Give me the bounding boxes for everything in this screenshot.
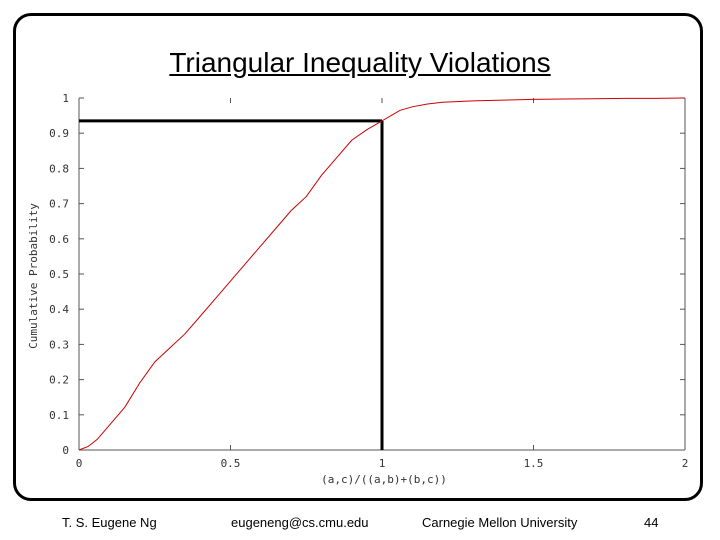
slide-title: Triangular Inequality Violations <box>169 47 551 78</box>
y-tick-label: 0.3 <box>49 338 69 351</box>
chart-ticks: 0 0.1 0.2 0.3 0.4 0.5 0.6 0.7 0.8 0.9 1 0 0.5 1 1.5 2 <box>49 92 688 470</box>
footer-page-number: 44 <box>644 515 659 530</box>
y-tick-label: 0.5 <box>49 268 69 281</box>
y-tick-label: 0.6 <box>49 233 69 246</box>
y-tick-label: 0.8 <box>49 162 69 175</box>
x-tick-label: 1 <box>379 457 386 470</box>
y-tick-label: 0.7 <box>49 198 69 211</box>
y-tick-label: 0 <box>62 444 69 457</box>
footer-author: T. S. Eugene Ng <box>62 515 157 530</box>
chart-markers <box>79 119 384 450</box>
footer-email: eugeneng@cs.cmu.edu <box>231 515 369 530</box>
x-tick-label: 1.5 <box>524 457 544 470</box>
y-tick-label: 1 <box>62 92 69 105</box>
cdf-series-line <box>78 97 686 451</box>
x-axis-label: (a,c)/((a,b)+(b,c)) <box>321 473 447 486</box>
x-tick-label: 0 <box>76 457 83 470</box>
chart-series <box>78 97 686 451</box>
x-tick-label: 0.5 <box>221 457 241 470</box>
y-tick-label: 0.2 <box>49 374 69 387</box>
y-tick-label: 0.1 <box>49 409 69 422</box>
x-tick-label: 2 <box>682 457 689 470</box>
slide-frame <box>13 13 703 501</box>
y-axis-label: Cumulative Probability <box>27 203 40 349</box>
y-tick-label: 0.4 <box>49 303 69 316</box>
footer-institution: Carnegie Mellon University <box>422 515 578 530</box>
y-tick-label: 0.9 <box>49 127 69 140</box>
